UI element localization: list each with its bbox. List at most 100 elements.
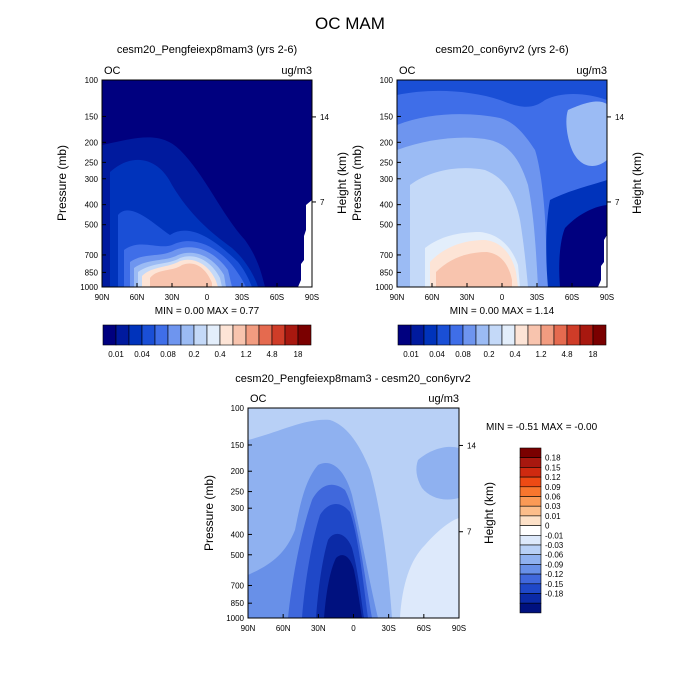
y-tick-label: 500 (231, 551, 245, 560)
contour-band (559, 205, 607, 287)
y-tick-label: 700 (380, 251, 394, 260)
colorbar-label: 0.2 (483, 350, 495, 359)
colorbar-swatch (245, 324, 260, 346)
colorbar-swatch (579, 324, 594, 346)
panel-3-units-label: ug/m3 (428, 393, 459, 405)
colorbar-label: 0.04 (134, 350, 150, 359)
colorbar-label: 4.8 (561, 350, 573, 359)
colorbar-swatch (410, 324, 425, 346)
colorbar-swatch (519, 593, 542, 604)
colorbar-label: 0.03 (545, 502, 561, 511)
colorbar-swatch (519, 476, 542, 488)
colorbar-swatch (566, 324, 581, 346)
y-tick-label: 300 (85, 175, 99, 184)
y-tick-label: 700 (231, 581, 245, 590)
colorbar-label: 0.12 (545, 473, 561, 482)
missing-data-region (298, 200, 312, 287)
y-tick-label: 150 (85, 112, 99, 121)
colorbar-label: 18 (589, 350, 598, 359)
colorbar-label: -0.03 (545, 541, 564, 550)
panel-3: cesm20_Pengfeiexp8mam3 - cesm20_con6yrv2… (202, 373, 598, 633)
panel-2-stats: MIN = 0.00 MAX = 1.14 (450, 306, 555, 317)
y-tick-label: 1000 (375, 283, 393, 292)
y-right-tick-label: 14 (320, 113, 329, 122)
colorbar-label: 1.2 (240, 350, 252, 359)
y-tick-label: 100 (231, 404, 245, 413)
colorbar-swatch (553, 324, 568, 346)
colorbar-swatch (180, 324, 195, 346)
colorbar-label: -0.12 (545, 570, 564, 579)
colorbar-swatch (519, 467, 542, 478)
colorbar-label: 0.01 (108, 350, 124, 359)
colorbar-swatch (519, 486, 542, 497)
x-tick-label: 30S (382, 624, 396, 633)
colorbar-label: -0.09 (545, 560, 564, 569)
colorbar-swatch (449, 324, 464, 346)
panel-3-x-ticks: 90N 60N 30N 0 30S 60S 90S (241, 614, 466, 633)
colorbar-swatch (519, 534, 542, 546)
panel-1-x-ticks: 90N 60N 30N 0 30S 60S 90S (95, 283, 319, 302)
colorbar-label: 0.4 (214, 350, 226, 359)
x-tick-label: 90N (241, 624, 256, 633)
x-tick-label: 60N (130, 293, 145, 302)
x-tick-label: 60S (270, 293, 284, 302)
y-tick-label: 150 (380, 112, 394, 121)
panel-2-colorbar: 0.01 0.04 0.08 0.2 0.4 1.2 4.8 18 (397, 324, 607, 359)
colorbar-label: 0.01 (403, 350, 419, 359)
y-tick-label: 850 (380, 268, 394, 277)
colorbar-swatch (167, 324, 182, 346)
x-tick-label: 30N (311, 624, 326, 633)
colorbar-label: 0.09 (545, 483, 561, 492)
panel-2-contours (397, 80, 607, 287)
colorbar-label: -0.18 (545, 590, 564, 599)
colorbar-swatch (115, 324, 130, 346)
y-right-tick-label: 14 (615, 113, 624, 122)
panel-3-contours (248, 408, 459, 618)
y-tick-label: 200 (380, 138, 394, 147)
colorbar-swatch (128, 324, 143, 346)
panel-1: cesm20_Pengfeiexp8mam3 (yrs 2-6) OC ug/m… (55, 44, 349, 359)
y-tick-label: 1000 (226, 614, 244, 623)
colorbar-swatch (258, 324, 273, 346)
y-tick-label: 200 (231, 467, 245, 476)
colorbar-label: -0.06 (545, 551, 564, 560)
panel-3-ylabel-right: Height (km) (482, 482, 496, 544)
panel-3-var-label: OC (250, 393, 267, 405)
x-tick-label: 60S (565, 293, 579, 302)
colorbar-swatch (540, 324, 555, 346)
x-tick-label: 90S (452, 624, 466, 633)
colorbar-swatch (232, 324, 247, 346)
x-tick-label: 90S (305, 293, 319, 302)
x-tick-label: 0 (205, 293, 210, 302)
y-tick-label: 500 (85, 221, 99, 230)
panel-1-ylabel-right: Height (km) (335, 152, 349, 214)
contour-band (150, 263, 212, 287)
y-tick-label: 700 (85, 251, 99, 260)
colorbar-swatch (519, 554, 542, 565)
colorbar-swatch (519, 525, 542, 536)
colorbar-swatch (462, 324, 477, 346)
panel-2-ylabel: Pressure (mb) (350, 145, 364, 221)
panel-3-stats: MIN = -0.51 MAX = -0.00 (486, 422, 598, 433)
colorbar-swatch (219, 324, 234, 346)
x-tick-label: 30S (235, 293, 249, 302)
x-tick-label: 60S (417, 624, 431, 633)
colorbar-swatch (519, 447, 542, 458)
colorbar-swatch (519, 515, 542, 526)
x-tick-label: 0 (351, 624, 356, 633)
colorbar-swatch (514, 324, 529, 346)
colorbar-label: 4.8 (266, 350, 278, 359)
contour-band (400, 518, 459, 618)
panel-1-colorbar: 0.01 0.04 0.08 0.2 0.4 1.2 4.8 18 (102, 324, 312, 359)
colorbar-swatch (519, 457, 542, 468)
colorbar-swatch (501, 324, 516, 346)
colorbar-swatch (284, 324, 299, 346)
x-tick-label: 30N (460, 293, 475, 302)
x-tick-label: 30S (530, 293, 544, 302)
panel-3-ylabel: Pressure (mb) (202, 475, 216, 551)
colorbar-swatch (206, 324, 221, 346)
y-tick-label: 1000 (80, 283, 98, 292)
panel-1-ylabel: Pressure (mb) (55, 145, 69, 221)
panel-1-y-ticks: 100 150 200 250 300 400 500 700 850 1000 14 7 (80, 76, 329, 292)
x-tick-label: 60N (425, 293, 440, 302)
